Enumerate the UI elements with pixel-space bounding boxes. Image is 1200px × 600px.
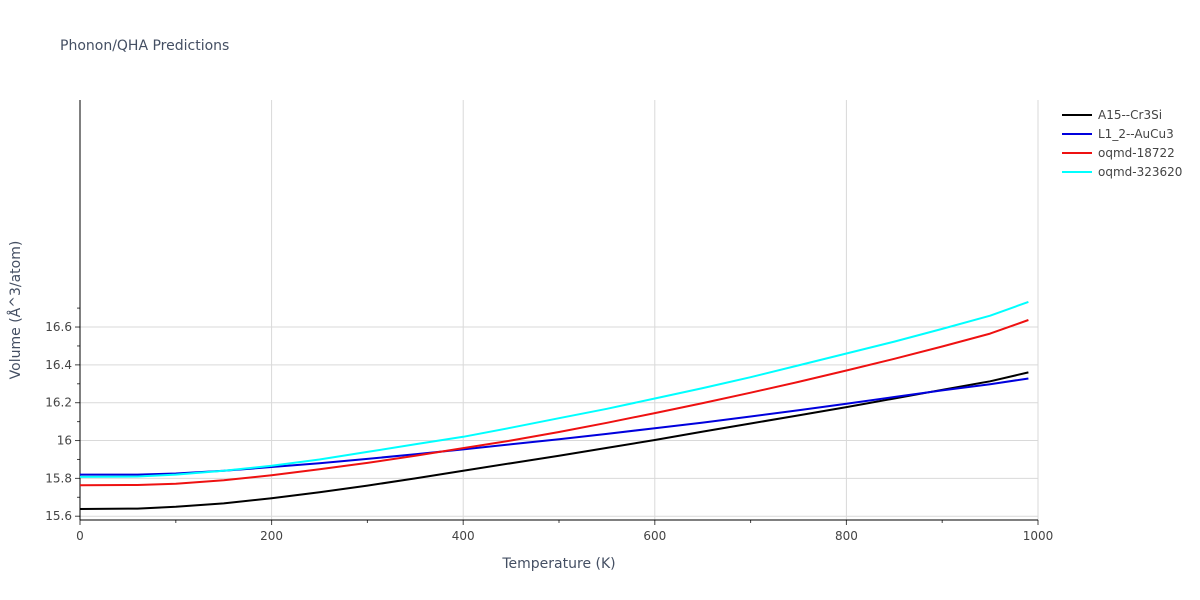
axes [75, 100, 1039, 525]
series-line-oqmd-323620 [79, 300, 1029, 478]
series-line-oqmd-18722 [79, 319, 1029, 487]
legend-item-A15--Cr3Si[interactable]: A15--Cr3Si [1062, 108, 1162, 122]
series-line-A15--Cr3Si [79, 371, 1029, 510]
legend-item-L1_2--AuCu3[interactable]: L1_2--AuCu3 [1062, 127, 1174, 141]
chart-title: Phonon/QHA Predictions [60, 38, 229, 54]
x-tick-label: 400 [452, 529, 475, 543]
x-tick-label: 800 [835, 529, 858, 543]
legend-item-oqmd-18722[interactable]: oqmd-18722 [1062, 146, 1175, 160]
y-tick-label: 15.6 [45, 509, 72, 523]
legend-label: L1_2--AuCu3 [1098, 127, 1174, 141]
legend-label: oqmd-18722 [1098, 146, 1175, 160]
x-tick-label: 200 [260, 529, 283, 543]
y-tick-label: 16.6 [45, 320, 72, 334]
x-tick-label: 0 [76, 529, 84, 543]
legend-item-oqmd-323620[interactable]: oqmd-323620 [1062, 165, 1182, 179]
series-line-L1_2--AuCu3 [80, 377, 1029, 476]
y-tick-label: 15.8 [45, 471, 72, 485]
x-tick-label: 1000 [1023, 529, 1054, 543]
x-axis-label: Temperature (K) [501, 556, 615, 572]
y-tick-label: 16 [57, 434, 72, 448]
legend[interactable]: A15--Cr3Si L1_2--AuCu3 oqmd-18722 oqmd-3236… [1062, 108, 1182, 179]
legend-label: A15--Cr3Si [1098, 108, 1162, 122]
y-tick-label: 16.4 [45, 358, 72, 372]
series-group [79, 300, 1029, 510]
y-tick-label: 16.2 [45, 396, 72, 410]
legend-label: oqmd-323620 [1098, 165, 1182, 179]
grid [80, 100, 1039, 520]
x-tick-label: 600 [643, 529, 666, 543]
y-axis-label: Volume (Å^3/atom) [7, 241, 24, 380]
tick-labels: 0 200 400 600 800 1000 15.6 15.8 16 16.2 16.4 16.6 [45, 320, 1053, 543]
